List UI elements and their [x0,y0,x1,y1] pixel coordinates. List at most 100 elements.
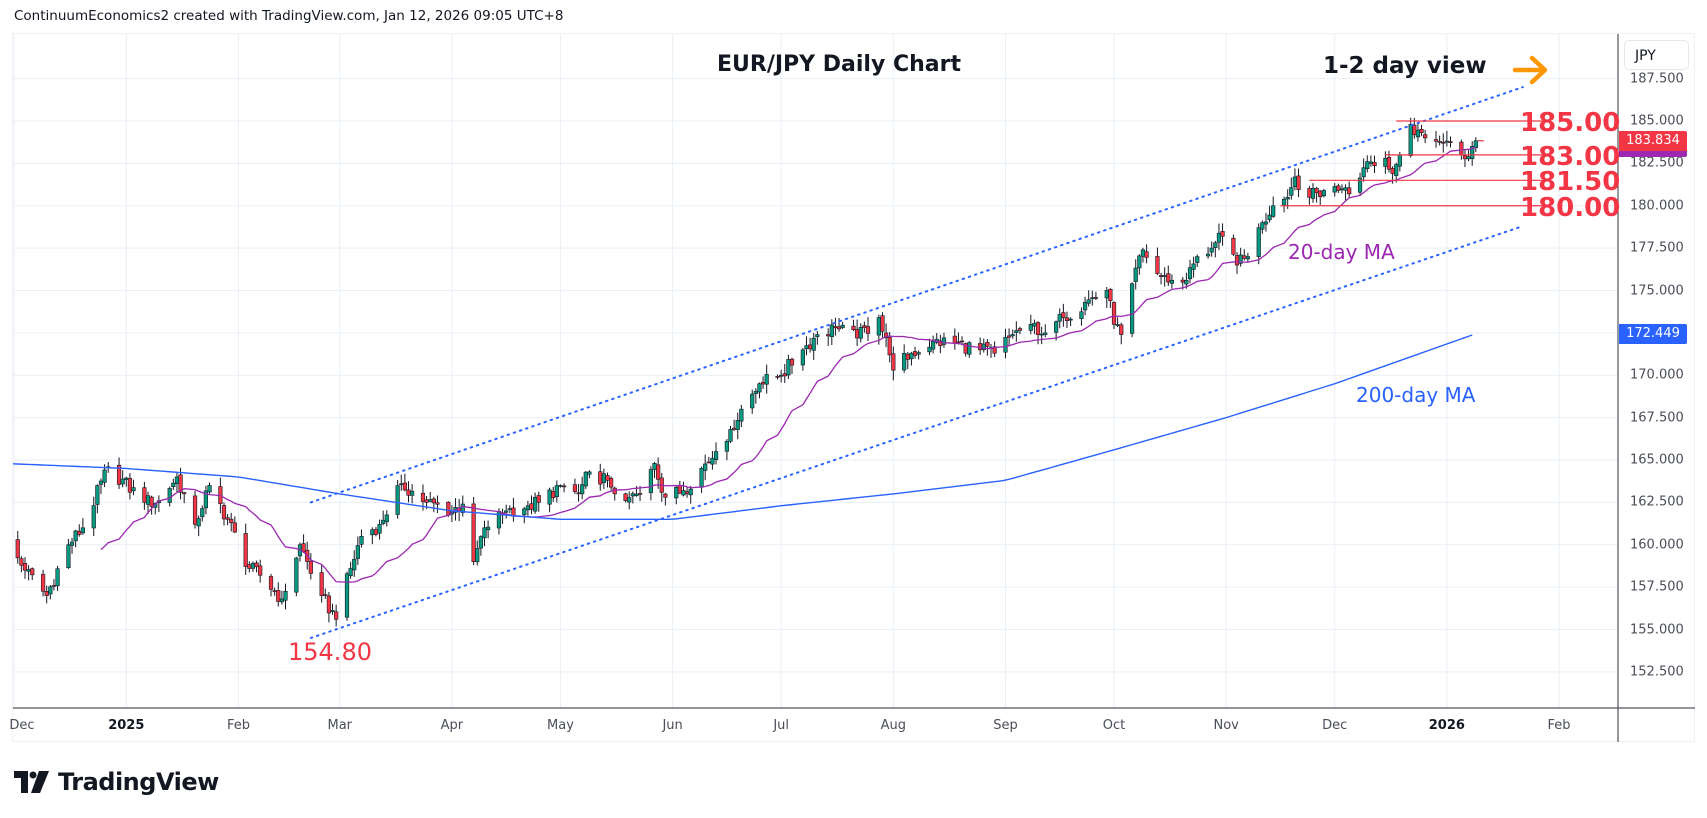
candle-body [1032,322,1037,327]
candle-body [757,383,762,393]
candle-body [1238,254,1243,264]
candle-body [22,563,28,571]
candle-body [402,482,407,491]
candle-body [1234,255,1240,266]
candle-body [554,485,559,497]
candle-body [529,503,534,510]
price-tick-label: 162.500 [1630,494,1684,510]
price-tick-label: 175.000 [1630,283,1684,298]
candle-body [102,469,107,483]
candle-body [656,464,661,480]
candle-body [1271,205,1276,217]
candle-body [77,530,82,535]
candle-body [1111,302,1117,325]
candle-body [782,373,787,377]
candle-body [1368,161,1373,164]
candle-body [663,493,668,498]
price-tick-label: 160.000 [1630,537,1684,553]
candle-body [959,340,965,343]
candle-body [174,476,180,484]
candle-body [243,533,248,567]
candle-body [279,598,284,603]
candle-body [258,565,263,576]
candle-body [1242,255,1247,259]
candle-body [1115,324,1120,326]
candle-body [1314,188,1319,194]
candle-body [1394,164,1399,176]
candle-body [44,591,49,596]
candle-body [1383,157,1388,167]
candle-body [1035,322,1041,335]
candle-body [580,484,585,495]
candle-body [902,353,907,371]
candle-body [460,503,465,513]
candle-body [66,544,71,569]
candle-body [978,343,983,351]
candle-body [815,334,820,338]
candle-body [677,484,682,494]
tradingview-logo[interactable]: TradingView [14,768,219,796]
level-label: 183.00 [1520,141,1621,172]
candle-body [247,564,252,569]
candle-body [609,477,614,488]
candle-body [283,590,288,601]
candle-body [1068,318,1073,321]
candle-body [1267,214,1272,221]
candle-body [1310,187,1316,199]
candle-body [880,315,885,332]
low-label: 154.80 [288,638,372,666]
candle-body [1473,140,1478,149]
currency-selector[interactable]: JPY [1624,40,1689,70]
candle-body [1256,227,1261,257]
time-tick-label: Sep [993,718,1018,733]
candle-body [883,332,889,339]
candle-body [232,522,237,533]
candle-body [572,484,578,492]
candle-body [558,485,563,487]
candle-body [724,440,729,452]
candle-body [858,327,863,339]
candle-body [95,485,100,505]
candle-body [30,568,35,576]
candle-body [1408,124,1413,156]
candle-body [927,346,932,353]
candle-body [399,483,404,486]
candle-body [1231,237,1236,255]
candle-body [561,485,567,488]
time-tick-label: Feb [1547,718,1571,733]
candle-body [73,530,78,542]
candle-body [981,343,986,351]
candle-body [1470,146,1475,159]
candle-body [344,573,350,618]
candle-body [634,493,639,496]
candle-body [471,503,476,563]
candle-body [750,393,755,409]
candle-body [482,527,487,539]
candle-body [912,351,918,356]
candle-body [1140,249,1146,257]
candle-body [583,471,588,487]
candle-body [551,491,556,498]
plot-area [5,86,1545,639]
candle-body [1054,321,1059,333]
candle-body [1292,176,1298,187]
tradingview-logo-icon [14,771,49,793]
candle-body [713,451,719,460]
candle-body [623,493,628,501]
time-tick-label: Dec [9,718,35,733]
candle-body [1155,256,1160,274]
candle-body [1064,317,1070,322]
ma20-label: 20-day MA [1288,240,1395,264]
candle-body [826,334,831,337]
candle-body [1187,267,1193,280]
candle-body [887,337,892,356]
candle-body [410,490,415,496]
candle-body [229,518,234,524]
candle-body [1462,155,1468,160]
candle-body [800,349,805,366]
candle-body [522,508,527,516]
candle-body [5,535,9,538]
candle-body [627,497,632,503]
candle-body [370,529,375,536]
